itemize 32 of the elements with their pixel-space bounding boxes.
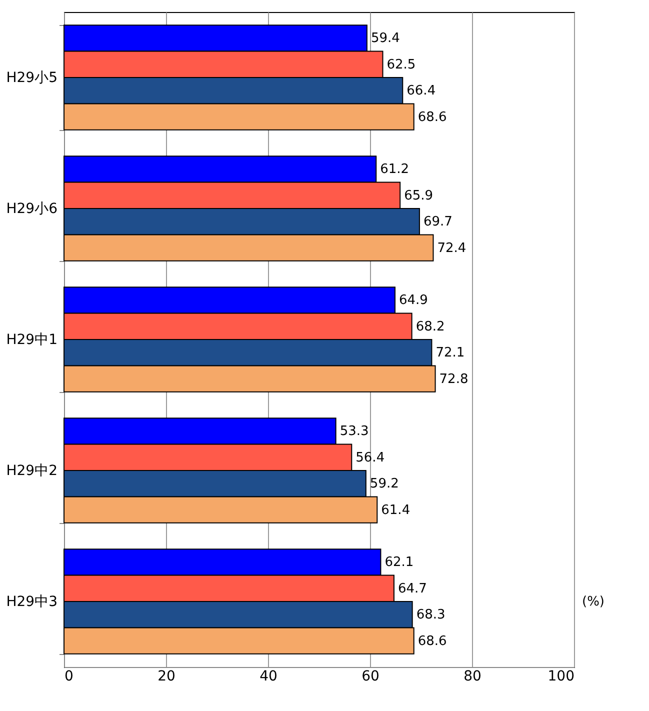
data-label: 66.4 <box>406 84 436 99</box>
data-label: 59.2 <box>370 476 399 492</box>
data-label: 61.4 <box>381 502 410 518</box>
y-tick-label: H29中1 <box>6 332 58 348</box>
data-label: 59.4 <box>370 31 400 46</box>
y-tick-label: H29小6 <box>6 201 58 217</box>
y-tick-label: H29中2 <box>6 463 58 479</box>
x-tick-label: 40 <box>260 668 278 684</box>
x-tick-label: 60 <box>362 668 380 684</box>
data-label: 61.2 <box>380 162 410 178</box>
data-label: 72.4 <box>437 240 466 256</box>
y-tick-label: H29中3 <box>6 594 58 610</box>
data-label: 72.8 <box>439 372 468 387</box>
data-label: 62.5 <box>386 57 416 72</box>
data-label: 62.1 <box>384 555 414 570</box>
x-tick-label: 80 <box>464 668 482 684</box>
x-tick-label: 0 <box>64 668 74 684</box>
data-label: 65.9 <box>404 188 434 204</box>
text: (%) <box>582 594 604 610</box>
data-label: 68.6 <box>418 110 447 125</box>
data-label: 72.1 <box>436 346 465 361</box>
x-tick-label: 100 <box>548 668 574 684</box>
data-label: 68.3 <box>416 608 446 623</box>
data-label: 64.9 <box>398 293 428 308</box>
data-label: 53.3 <box>340 424 369 440</box>
data-label: 69.7 <box>423 214 452 230</box>
data-label: 56.4 <box>356 450 385 466</box>
data-label: 68.2 <box>416 319 445 334</box>
y-tick-label: H29小5 <box>6 70 58 86</box>
data-label: 68.6 <box>418 634 447 649</box>
x-tick-label: 20 <box>158 668 176 684</box>
data-label: 64.7 <box>398 581 427 596</box>
